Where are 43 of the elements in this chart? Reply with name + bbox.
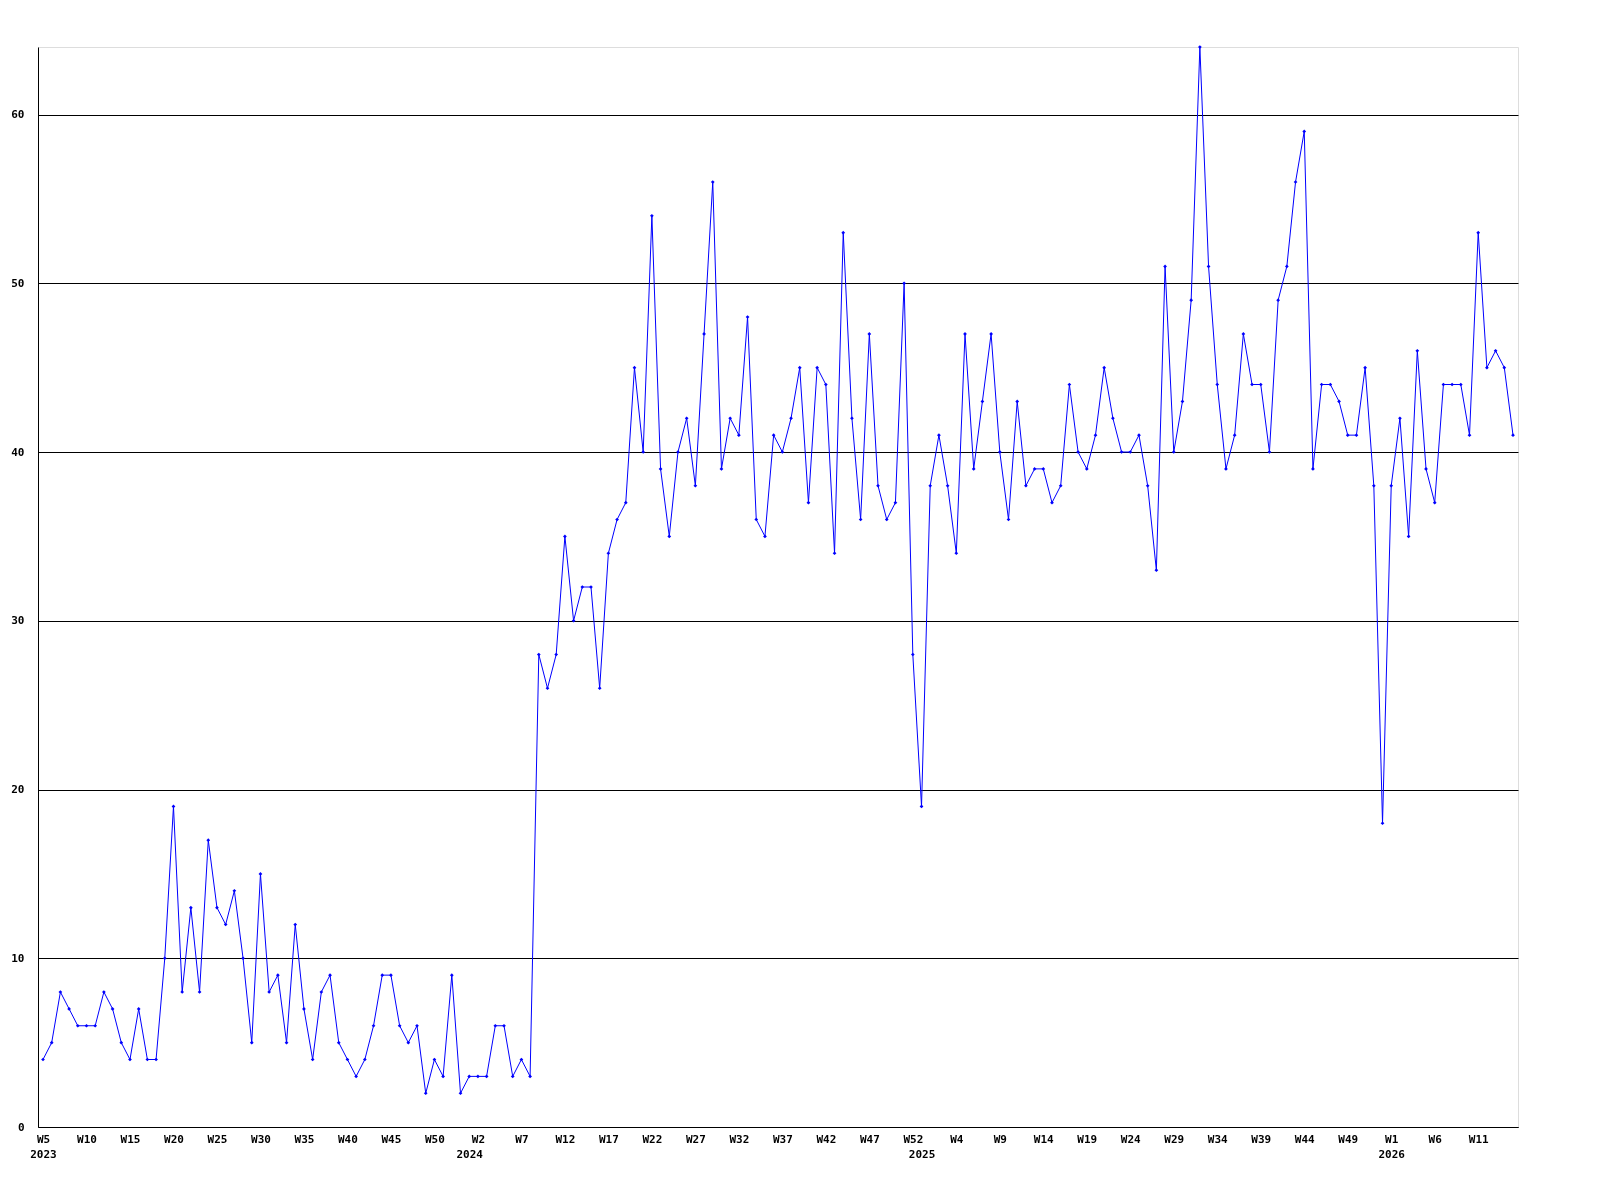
x-tick-label: W20 bbox=[164, 1132, 184, 1146]
x-tick-label: 2024 bbox=[456, 1147, 484, 1161]
x-tick-label: W2 bbox=[471, 1132, 486, 1146]
x-tick-label: W19 bbox=[1077, 1132, 1098, 1146]
x-tick-label: W40 bbox=[338, 1132, 358, 1146]
x-tick-label: W47 bbox=[859, 1132, 880, 1146]
x-tick-label: W17 bbox=[598, 1132, 619, 1146]
x-tick-label: W44 bbox=[1294, 1132, 1316, 1146]
x-tick-label: W34 bbox=[1207, 1132, 1229, 1146]
x-tick-label: W39 bbox=[1251, 1132, 1272, 1146]
y-tick-label: 0 bbox=[17, 1120, 25, 1134]
y-tick-label: 20 bbox=[11, 783, 25, 796]
x-tick-label: W24 bbox=[1120, 1132, 1142, 1146]
x-tick-label: W6 bbox=[1428, 1132, 1443, 1146]
x-tick-label: W15 bbox=[120, 1132, 141, 1146]
x-tick-label: W37 bbox=[772, 1132, 793, 1146]
x-tick-label: W1 2026 bbox=[1378, 1132, 1406, 1161]
x-tick-label: W22 bbox=[642, 1132, 663, 1146]
x-tick-label: W12 bbox=[555, 1132, 576, 1146]
x-tick-label: W30 bbox=[251, 1132, 271, 1146]
y-tick-label: 30 bbox=[11, 614, 25, 628]
x-tick-label: W25 bbox=[207, 1132, 228, 1146]
x-tick-label: W11 bbox=[1468, 1132, 1490, 1146]
x-tick-label: W29 bbox=[1164, 1132, 1185, 1146]
y-tick-label: 50 bbox=[11, 276, 25, 290]
x-tick-label: W32 bbox=[729, 1132, 750, 1146]
x-tick-label: 2025 bbox=[908, 1147, 936, 1161]
x-tick-label: W10 bbox=[77, 1132, 97, 1146]
x-tick-label: W14 bbox=[1033, 1132, 1055, 1146]
x-tick-label: W9 bbox=[993, 1132, 1007, 1146]
x-tick-label: W52 bbox=[903, 1132, 924, 1146]
x-tick-label: W42 bbox=[816, 1132, 837, 1146]
y-tick-label: 40 bbox=[11, 445, 25, 459]
x-tick-label: W4 bbox=[950, 1132, 964, 1146]
x-tick-label: W45 bbox=[381, 1132, 402, 1146]
x-tick-label: W7 bbox=[515, 1132, 529, 1146]
x-tick-label: W5 2023 bbox=[30, 1132, 57, 1161]
x-tick-label: W50 bbox=[424, 1132, 445, 1146]
x-tick-label: W35 bbox=[294, 1132, 315, 1146]
y-tick-label: 10 bbox=[11, 951, 25, 965]
y-tick-label: 60 bbox=[11, 108, 25, 121]
x-tick-label: W49 bbox=[1338, 1132, 1359, 1146]
x-tick-label: W27 bbox=[685, 1132, 706, 1146]
